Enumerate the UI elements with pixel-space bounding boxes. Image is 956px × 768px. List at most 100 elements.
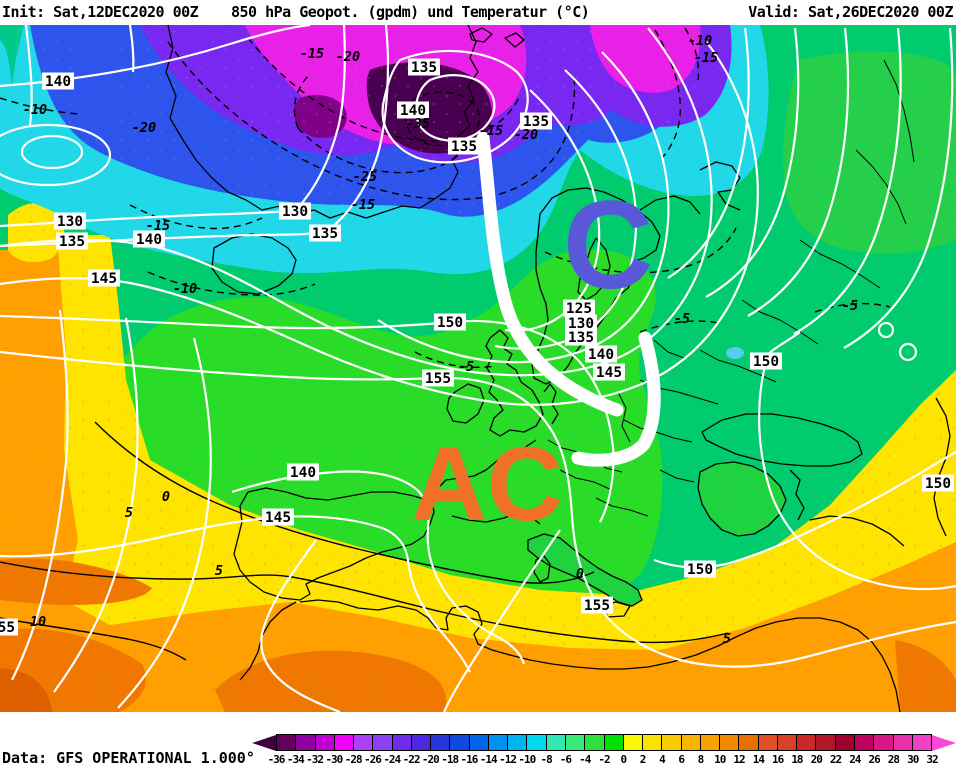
- colorbar-segment: [874, 735, 894, 750]
- temperature-label: -10: [23, 102, 47, 118]
- colorbar-tick: -14: [479, 753, 498, 766]
- colorbar-tick: 22: [829, 753, 842, 766]
- colorbar-tick: 10: [714, 753, 726, 766]
- colorbar-tick: -6: [559, 753, 572, 766]
- colorbar-tick: -24: [383, 753, 401, 766]
- pressure-center-label: C: [563, 176, 653, 315]
- colorbar-tick: 2: [639, 753, 647, 766]
- colorbar-tick: 30: [907, 753, 919, 766]
- colorbar-tick: 14: [752, 753, 765, 766]
- colorbar-segment: [527, 735, 547, 750]
- geopotential-label: 140: [400, 103, 426, 119]
- geopotential-label-box: [408, 58, 440, 76]
- colorbar-segment: [623, 735, 644, 750]
- geopotential-contours: [0, 23, 956, 714]
- footer-credits: Data: GFS OPERATIONAL 1.000° (C) Wetterz…: [2, 713, 255, 768]
- geopotential-label-box: [750, 352, 782, 370]
- temperature-label: 0: [162, 489, 170, 505]
- colorbar-segments: [276, 734, 932, 751]
- temperature-label: -35: [406, 116, 430, 132]
- geopotential-label-box: [563, 299, 595, 317]
- colorbar-segment: [373, 735, 393, 750]
- geopotential-label: 145: [91, 271, 117, 287]
- temperature-label: -25: [353, 169, 377, 185]
- colorbar-segment: [681, 735, 701, 750]
- geopotential-label: 150: [753, 354, 779, 370]
- colorbar-tick: -32: [306, 753, 324, 766]
- colorbar-tick: 4: [659, 753, 666, 766]
- colorbar-tick: -18: [441, 753, 459, 766]
- colorbar-segment: [354, 735, 374, 750]
- colorbar-segment: [816, 735, 836, 750]
- geopotential-label: 155: [425, 371, 451, 387]
- geopotential-label-box: [581, 596, 613, 614]
- temperature-label: -5: [674, 311, 690, 327]
- geopotential-label: 125: [566, 301, 592, 317]
- temperature-label: -15: [479, 123, 503, 139]
- colorbar-tick: 12: [733, 753, 745, 766]
- geopotential-label-box: [42, 72, 74, 90]
- temperature-label: -15: [146, 218, 170, 234]
- geopotential-label: 140: [290, 465, 316, 481]
- chart-title: 850 hPa Geopot. (gpdm) und Temperatur (°…: [231, 3, 590, 21]
- colorbar-segment: [585, 735, 605, 750]
- colorbar-tick: -16: [460, 753, 479, 766]
- geopotential-label: 145: [596, 365, 622, 381]
- temperature-label: -10: [688, 33, 712, 49]
- footer-data-source: Data: GFS OPERATIONAL 1.000°: [2, 749, 255, 767]
- temperature-label: 5: [125, 505, 133, 521]
- geopotential-label-box: [262, 508, 294, 526]
- geopotential-label-box: [684, 560, 716, 578]
- geopotential-label: 130: [57, 214, 83, 230]
- colorbar-segment: [643, 735, 663, 750]
- temperature-label-layer: -10-20-15-10-15 -20-25-15-35 -15 -20-10-15-…: [23, 33, 858, 647]
- colorbar-tick: -20: [421, 753, 440, 766]
- geopotential-label: 145: [265, 510, 291, 526]
- colorbar-tick: -34: [286, 753, 305, 766]
- colorbar-tick: 0: [620, 753, 627, 766]
- colorbar-tick: 18: [791, 753, 803, 766]
- colorbar-tick: 6: [678, 753, 685, 766]
- colorbar-segment: [893, 735, 913, 750]
- geopotential-label: 135: [451, 139, 477, 155]
- colorbar-segment: [431, 735, 451, 750]
- colorbar-tick: 20: [810, 753, 823, 766]
- colorbar-segment: [296, 735, 316, 750]
- colorbar-segment: [835, 735, 855, 750]
- colorbar-tick: -36: [267, 753, 286, 766]
- colorbar-segment: [739, 735, 759, 750]
- geopotential-label: 150: [925, 476, 951, 492]
- geopotential-label: 140: [45, 74, 71, 90]
- geopotential-label: 135: [568, 330, 594, 346]
- colorbar-segment: [315, 735, 335, 750]
- colorbar-segment: [277, 735, 297, 750]
- geopotential-label-box: [0, 618, 18, 636]
- colorbar-segment: [854, 735, 875, 750]
- geopotential-label-box: [422, 369, 454, 387]
- temperature-colorbar: -36 -34 -32 -30 -28 -26 -24 -22 -20 -18 -16 -14 -12-…: [252, 734, 956, 768]
- colorbar-right-arrow: [932, 734, 956, 751]
- geopotential-label-box: [287, 463, 319, 481]
- colorbar-segment: [700, 735, 721, 750]
- geopotential-label: 135: [523, 114, 549, 130]
- colorbar-segment: [565, 735, 586, 750]
- weather-map: 140 130 135 140 145 130 135 135 140 135 135 125 130 1…: [0, 23, 956, 714]
- colorbar-tick: -2: [598, 753, 610, 766]
- geopotential-label-box: [434, 313, 466, 331]
- colorbar-segment: [546, 735, 566, 750]
- temperature-contours: [0, 27, 891, 661]
- geopotential-label-box: [54, 212, 86, 230]
- geopotential-label: 140: [588, 347, 614, 363]
- temperature-label: -5: [458, 359, 474, 375]
- colorbar-segment: [334, 735, 355, 750]
- geopotential-label-box: [133, 230, 165, 248]
- temperature-label: -20: [514, 127, 538, 143]
- valid-time-label: Valid: Sat,26DEC2020 00Z: [748, 3, 953, 21]
- colorbar-tick: -12: [499, 753, 517, 766]
- geopotential-label: 150: [437, 315, 463, 331]
- geopotential-label: 130: [568, 316, 594, 332]
- temperature-label: -20: [336, 49, 360, 65]
- colorbar-segment: [411, 735, 432, 750]
